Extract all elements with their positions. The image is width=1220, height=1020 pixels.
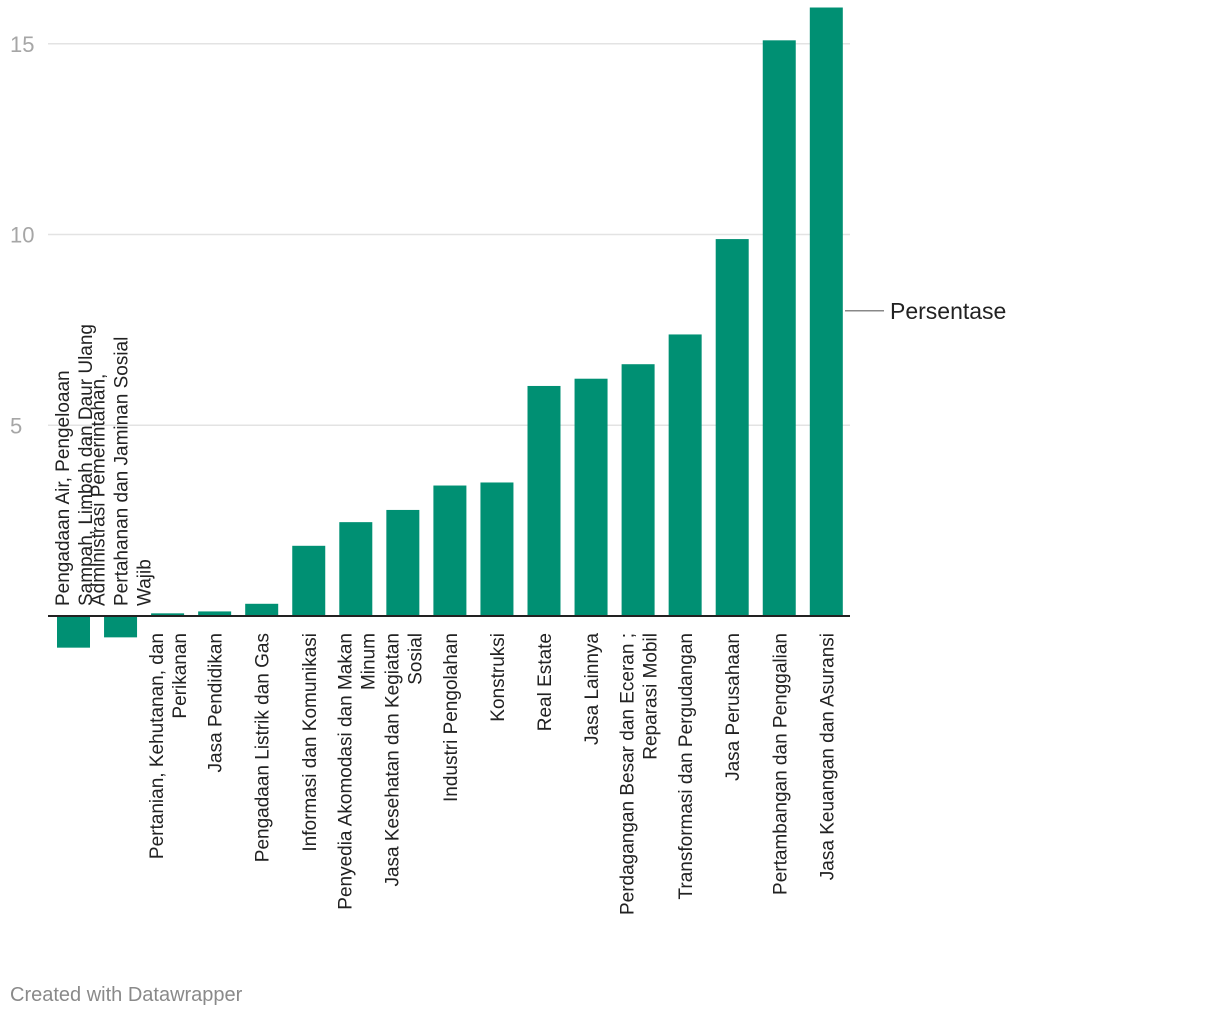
bar (386, 509, 420, 616)
x-category-label: Jasa Kesehatan dan Kegiatan Sosial (382, 633, 426, 887)
bar (292, 545, 326, 616)
x-category-label: Jasa Perusahaan (723, 633, 744, 781)
category-labels: Pengadaan Air, Pengeloaan Sampah, Limbah … (53, 324, 838, 915)
bar (527, 385, 561, 616)
bar (198, 611, 232, 616)
bar (433, 485, 467, 616)
y-tick-label: 15 (10, 32, 34, 57)
bars (57, 7, 843, 648)
x-category-label: Industri Pengolahan (441, 633, 462, 802)
bar (574, 378, 608, 616)
x-category-label: Jasa Lainnya (582, 633, 603, 745)
x-category-label: Pengadaan Listrik dan Gas (253, 633, 274, 862)
bar (715, 239, 749, 616)
x-category-label: Jasa Pendidikan (206, 633, 227, 772)
x-category-label: Real Estate (535, 633, 556, 731)
x-category-label: Penyedia Akomodasi dan Makan Minum (335, 633, 379, 910)
x-category-label: Administrasi Pemerintahan, Pertahanan dan… (89, 337, 156, 606)
y-tick-label: 10 (10, 223, 34, 248)
bar (57, 616, 90, 648)
x-category-label: Jasa Keuangan dan Asuransi (817, 633, 838, 880)
bar (104, 616, 138, 638)
x-category-label: Pertanian, Kehutanan, dan Perikanan (147, 633, 191, 859)
bar (480, 482, 514, 617)
y-tick-label: 5 (10, 413, 22, 438)
bar (151, 613, 185, 616)
x-category-label: Informasi dan Komunikasi (300, 633, 321, 852)
bar (762, 40, 796, 616)
bar (809, 7, 843, 616)
x-category-label: Perdagangan Besar dan Eceran ; Reparasi M… (618, 633, 662, 915)
x-category-label: Pertambangan dan Penggalian (770, 633, 791, 895)
x-category-label: Transformasi dan Pergudangan (676, 633, 697, 900)
bar (668, 334, 702, 616)
bar (339, 522, 373, 616)
series-label-group: Persentase (845, 298, 1006, 324)
bar (621, 364, 655, 616)
series-label: Persentase (890, 298, 1006, 324)
bar (245, 603, 279, 616)
credit-text: Created with Datawrapper (10, 984, 243, 1006)
x-category-label: Pengadaan Air, Pengeloaan Sampah, Limbah … (53, 324, 97, 606)
x-category-label: Konstruksi (488, 633, 509, 722)
